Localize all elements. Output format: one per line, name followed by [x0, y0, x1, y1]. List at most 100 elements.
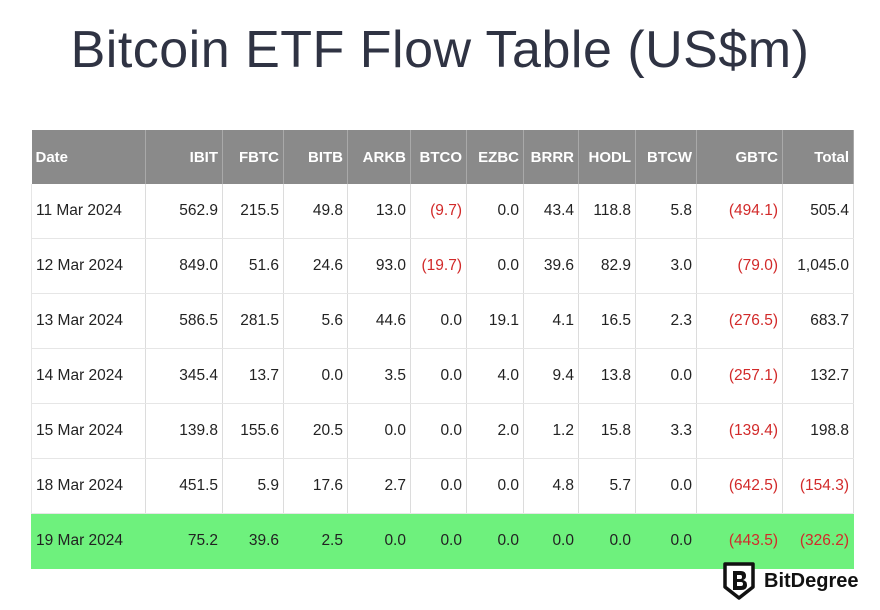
table-cell-date: 12 Mar 2024: [31, 238, 146, 294]
table-cell-ezbc: 4.0: [466, 348, 524, 404]
column-header-fbtc: FBTC: [222, 130, 284, 184]
table-cell-fbtc: 13.7: [222, 348, 284, 404]
table-cell-date: 15 Mar 2024: [31, 403, 146, 459]
table-cell-hodl: 16.5: [578, 293, 636, 349]
table-cell-arkb: 0.0: [347, 403, 411, 459]
column-header-total: Total: [782, 130, 854, 184]
table-cell-hodl: 13.8: [578, 348, 636, 404]
column-header-gbtc: GBTC: [696, 130, 783, 184]
column-header-ezbc: EZBC: [466, 130, 524, 184]
column-header-btco: BTCO: [410, 130, 467, 184]
table-cell-ibit: 849.0: [145, 238, 223, 294]
table-cell-total: 198.8: [782, 403, 854, 459]
table-cell-ezbc: 19.1: [466, 293, 524, 349]
table-cell-fbtc: 51.6: [222, 238, 284, 294]
table-cell-btco: 0.0: [410, 513, 467, 569]
table-cell-bitb: 17.6: [283, 458, 348, 514]
table-cell-fbtc: 215.5: [222, 184, 284, 239]
column-header-date: Date: [31, 130, 146, 184]
bitdegree-logo: BitDegree: [722, 561, 858, 601]
table-cell-ibit: 75.2: [145, 513, 223, 569]
column-header-btcw: BTCW: [635, 130, 697, 184]
table-body: 11 Mar 2024 562.9 215.5 49.8 13.0 (9.7) 0.0 43.…: [31, 184, 854, 569]
table-cell-btcw: 5.8: [635, 184, 697, 239]
table-cell-hodl: 0.0: [578, 513, 636, 569]
table-cell-arkb: 44.6: [347, 293, 411, 349]
table-cell-ibit: 562.9: [145, 184, 223, 239]
table-cell-gbtc: (139.4): [696, 403, 783, 459]
table-cell-total: 132.7: [782, 348, 854, 404]
table-cell-date: 11 Mar 2024: [31, 184, 146, 239]
table-cell-bitb: 49.8: [283, 184, 348, 239]
table-cell-arkb: 0.0: [347, 513, 411, 569]
table-cell-hodl: 15.8: [578, 403, 636, 459]
table-cell-gbtc: (443.5): [696, 513, 783, 569]
table-cell-ibit: 586.5: [145, 293, 223, 349]
column-header-brrr: BRRR: [523, 130, 579, 184]
table-cell-arkb: 2.7: [347, 458, 411, 514]
table-cell-ibit: 345.4: [145, 348, 223, 404]
table-row: 13 Mar 2024 586.5 281.5 5.6 44.6 0.0 19.1 4.1 16…: [31, 293, 854, 349]
brand-name: BitDegree: [764, 569, 859, 592]
table-cell-gbtc: (257.1): [696, 348, 783, 404]
table-cell-brrr: 0.0: [523, 513, 579, 569]
table-cell-gbtc: (642.5): [696, 458, 783, 514]
table-cell-arkb: 3.5: [347, 348, 411, 404]
table-cell-gbtc: (494.1): [696, 184, 783, 239]
table-cell-bitb: 0.0: [283, 348, 348, 404]
table-cell-hodl: 5.7: [578, 458, 636, 514]
table-cell-btco: 0.0: [410, 348, 467, 404]
table-cell-ezbc: 0.0: [466, 513, 524, 569]
table-cell-gbtc: (276.5): [696, 293, 783, 349]
table-cell-bitb: 24.6: [283, 238, 348, 294]
table-cell-fbtc: 39.6: [222, 513, 284, 569]
table-cell-ezbc: 2.0: [466, 403, 524, 459]
table-row: 11 Mar 2024 562.9 215.5 49.8 13.0 (9.7) 0.0 43.…: [31, 184, 854, 239]
table-cell-bitb: 2.5: [283, 513, 348, 569]
table-cell-ibit: 451.5: [145, 458, 223, 514]
table-row: 12 Mar 2024 849.0 51.6 24.6 93.0 (19.7) 0.0 39.…: [31, 238, 854, 294]
table-cell-hodl: 118.8: [578, 184, 636, 239]
table-cell-ezbc: 0.0: [466, 458, 524, 514]
table-cell-total: 683.7: [782, 293, 854, 349]
table-cell-fbtc: 281.5: [222, 293, 284, 349]
column-header-bitb: BITB: [283, 130, 348, 184]
table-row: 18 Mar 2024 451.5 5.9 17.6 2.7 0.0 0.0 4.8 5.7 0.…: [31, 458, 854, 514]
table-cell-date: 14 Mar 2024: [31, 348, 146, 404]
table-cell-btco: 0.0: [410, 293, 467, 349]
column-header-ibit: IBIT: [145, 130, 223, 184]
table-cell-btcw: 0.0: [635, 513, 697, 569]
table-cell-bitb: 20.5: [283, 403, 348, 459]
table-cell-total: (326.2): [782, 513, 854, 569]
table-cell-total: (154.3): [782, 458, 854, 514]
table-cell-btco: (19.7): [410, 238, 467, 294]
table-cell-bitb: 5.6: [283, 293, 348, 349]
table-cell-gbtc: (79.0): [696, 238, 783, 294]
bitdegree-shield-icon: [723, 562, 755, 600]
table-cell-brrr: 39.6: [523, 238, 579, 294]
table-cell-btcw: 0.0: [635, 348, 697, 404]
etf-flow-table: Date IBIT FBTC BITB ARKB BTCO EZBC BRRR HODL BTCW…: [31, 130, 854, 569]
table-cell-brrr: 4.1: [523, 293, 579, 349]
table-cell-total: 505.4: [782, 184, 854, 239]
table-cell-arkb: 13.0: [347, 184, 411, 239]
table-cell-btcw: 3.0: [635, 238, 697, 294]
table-cell-date: 19 Mar 2024: [31, 513, 146, 569]
column-header-hodl: HODL: [578, 130, 636, 184]
column-header-arkb: ARKB: [347, 130, 411, 184]
table-row: 14 Mar 2024 345.4 13.7 0.0 3.5 0.0 4.0 9.4 13.8 0…: [31, 348, 854, 404]
table-cell-ezbc: 0.0: [466, 184, 524, 239]
table-header-row: Date IBIT FBTC BITB ARKB BTCO EZBC BRRR HODL BTCW…: [31, 130, 854, 184]
table-cell-fbtc: 5.9: [222, 458, 284, 514]
table-row: 19 Mar 2024 75.2 39.6 2.5 0.0 0.0 0.0 0.0 0.0 0.0…: [31, 513, 854, 569]
table-cell-btco: (9.7): [410, 184, 467, 239]
table-cell-brrr: 4.8: [523, 458, 579, 514]
table-cell-brrr: 9.4: [523, 348, 579, 404]
table-cell-arkb: 93.0: [347, 238, 411, 294]
table-row: 15 Mar 2024 139.8 155.6 20.5 0.0 0.0 2.0 1.2 15.…: [31, 403, 854, 459]
table-cell-btcw: 0.0: [635, 458, 697, 514]
table-cell-btcw: 2.3: [635, 293, 697, 349]
table-cell-date: 18 Mar 2024: [31, 458, 146, 514]
table-cell-total: 1,045.0: [782, 238, 854, 294]
table-cell-btco: 0.0: [410, 458, 467, 514]
